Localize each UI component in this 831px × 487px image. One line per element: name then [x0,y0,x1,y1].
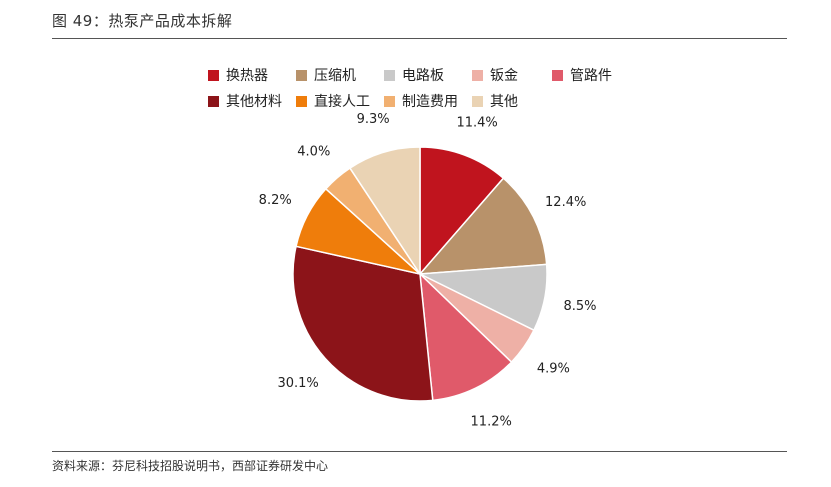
figure-title: 图 49：热泵产品成本拆解 [52,12,233,30]
bottom-divider [52,451,787,452]
slice-data-label: 11.2% [471,415,512,430]
chart-legend: 换热器 压缩机 电路板 钣金 管路件其他材料 直接人工 制造费用 其他 [208,65,628,111]
legend-label: 压缩机 [314,68,356,84]
legend-swatch [472,69,483,81]
legend-label: 钣金 [490,68,518,84]
legend-label: 换热器 [226,68,268,84]
legend-item: 钣金 [472,65,552,85]
legend-swatch [296,95,307,107]
pie-slice [419,146,505,277]
pie-slice [418,177,548,275]
legend-label: 电路板 [402,68,444,84]
legend-swatch [208,69,219,81]
legend-item: 其他 [472,91,552,111]
pie-slice [419,272,513,402]
slice-data-label: 4.9% [537,362,570,377]
legend-label: 其他材料 [226,94,282,110]
legend-item: 管路件 [552,65,662,85]
legend-label: 直接人工 [314,94,370,110]
slice-data-label: 4.0% [297,144,330,159]
legend-item: 直接人工 [296,91,384,111]
legend-label: 制造费用 [402,94,458,110]
legend-item: 压缩机 [296,65,384,85]
legend-item: 制造费用 [384,91,472,111]
legend-swatch [472,95,483,107]
slice-data-label: 9.3% [357,112,390,127]
legend-label: 其他 [490,94,518,110]
legend-label: 管路件 [570,68,612,84]
slice-data-label: 11.4% [456,115,497,130]
legend-item: 其他材料 [208,91,296,111]
slice-data-label: 8.5% [563,299,596,314]
legend-swatch [384,69,395,81]
slice-data-label: 8.2% [259,193,292,208]
legend-swatch [208,95,219,107]
legend-swatch [384,95,395,107]
slice-data-label: 30.1% [277,376,318,391]
source-note: 资料来源：芬尼科技招股说明书，西部证券研发中心 [52,459,329,473]
legend-swatch [296,69,307,81]
legend-item: 换热器 [208,65,296,85]
slice-data-label: 12.4% [545,195,586,210]
legend-swatch [552,69,563,81]
pie-slice [348,146,421,277]
legend-item: 电路板 [384,65,472,85]
pie-slice [292,245,434,402]
top-divider [52,38,787,39]
